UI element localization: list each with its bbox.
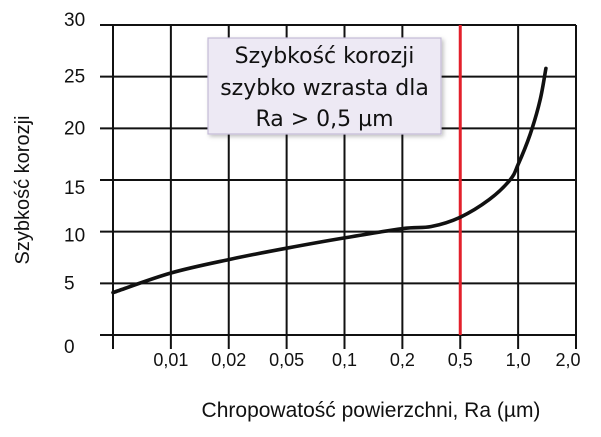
x-tick-label: 1,0 [506, 350, 531, 370]
annotation-line-3: Ra > 0,5 µm [255, 107, 393, 132]
y-tick-label: 15 [64, 178, 85, 199]
annotation-background [207, 37, 442, 135]
annotation-line-2: szybko wzrasta dla [220, 76, 429, 101]
x-axis-label: Chropowatość powierzchni, Ra (µm) [202, 399, 541, 422]
y-axis-label: Szybkość korozji [12, 116, 34, 265]
y-tick-label: 30 [64, 10, 85, 31]
x-tick-label: 0,5 [448, 350, 473, 370]
x-tick-label: 0,02 [211, 350, 246, 370]
grid [100, 24, 577, 349]
x-tick-label: 0,01 [153, 350, 188, 370]
x-tick-label: 0,2 [390, 350, 415, 370]
y-tick-label: 10 [64, 226, 85, 247]
x-tick-labels: 0,01 0,02 0,05 0,1 0,2 0,5 1,0 2,0 [153, 350, 580, 370]
x-tick-label: 0,1 [332, 350, 357, 370]
x-tick-label: 2,0 [555, 350, 580, 370]
y-tick-label: 20 [64, 118, 85, 139]
x-tick-label: 0,05 [269, 350, 304, 370]
y-tick-labels: 0 5 10 15 20 25 30 [64, 10, 85, 358]
annotation-line-1: Szybkość korozji [235, 44, 415, 69]
y-tick-label: 5 [64, 273, 75, 294]
y-tick-label: 0 [64, 337, 75, 358]
y-tick-label: 25 [64, 67, 85, 88]
annotation-box: Szybkość korozji szybko wzrasta dla Ra >… [207, 37, 442, 135]
corrosion-rate-curve [111, 66, 548, 295]
